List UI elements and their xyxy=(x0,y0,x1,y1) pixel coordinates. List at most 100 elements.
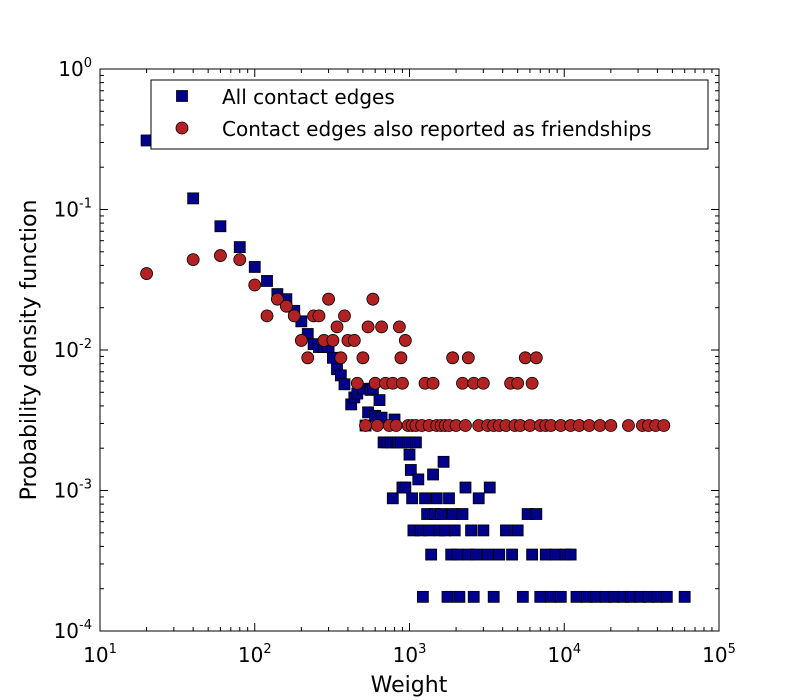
y-tick-label: 10-2 xyxy=(54,337,92,362)
x-tick-label: 102 xyxy=(238,642,272,667)
data-point-circle xyxy=(326,334,340,347)
data-point-circle xyxy=(233,253,247,266)
data-point-square xyxy=(530,508,543,520)
data-point-circle xyxy=(476,376,490,390)
data-point-square xyxy=(570,590,583,603)
data-point-square xyxy=(233,241,246,253)
data-point-circle xyxy=(518,351,532,365)
data-point-square xyxy=(248,261,261,273)
data-point-square xyxy=(443,492,455,505)
data-point-square xyxy=(373,394,386,406)
legend-box xyxy=(150,79,709,150)
data-point-square xyxy=(477,524,490,537)
data-point-circle xyxy=(214,249,227,262)
data-point-square xyxy=(545,590,557,603)
data-point-square xyxy=(526,548,539,561)
data-point-circle xyxy=(301,351,315,365)
data-point-square xyxy=(456,508,469,520)
data-point-square xyxy=(403,448,416,461)
y-tick-label: 10-4 xyxy=(54,618,92,643)
data-point-circle xyxy=(446,351,460,365)
data-point-circle xyxy=(140,267,153,280)
data-point-circle xyxy=(426,376,440,390)
data-point-square xyxy=(435,508,447,520)
data-point-circle xyxy=(356,351,370,365)
legend: All contact edges Contact edges also rep… xyxy=(150,79,709,150)
data-point-square xyxy=(549,548,562,561)
data-point-circle xyxy=(511,376,525,390)
legend-marker-square xyxy=(176,90,188,102)
data-point-circle xyxy=(396,376,409,390)
plot-points xyxy=(140,134,691,603)
data-point-square xyxy=(465,524,477,537)
data-point-square xyxy=(416,590,429,603)
data-point-square xyxy=(441,590,454,603)
x-tick-label: 105 xyxy=(702,642,736,667)
data-point-circle xyxy=(338,309,351,323)
data-point-square xyxy=(451,548,464,561)
data-point-square xyxy=(423,524,436,537)
data-point-square xyxy=(467,590,480,603)
data-point-circle xyxy=(279,299,293,313)
data-point-circle xyxy=(389,419,403,432)
data-point-circle xyxy=(322,292,335,306)
data-point-square xyxy=(399,481,412,494)
data-point-circle xyxy=(287,309,301,323)
data-point-circle xyxy=(398,334,412,347)
data-point-square xyxy=(516,590,529,603)
data-point-square xyxy=(448,524,461,537)
data-point-circle xyxy=(347,334,361,347)
x-axis-label: Weight xyxy=(371,673,448,698)
series-0 xyxy=(140,134,691,603)
data-point-square xyxy=(589,590,602,603)
data-point-circle xyxy=(459,419,472,432)
data-point-square xyxy=(404,464,417,476)
data-point-square xyxy=(554,590,567,603)
x-tick-label: 101 xyxy=(83,642,117,667)
data-point-circle xyxy=(370,419,384,432)
data-point-square xyxy=(338,378,351,391)
data-point-circle xyxy=(330,320,344,334)
data-point-circle xyxy=(312,309,326,323)
data-point-square xyxy=(487,590,500,603)
data-point-circle xyxy=(582,419,596,432)
data-point-circle xyxy=(248,278,262,292)
data-point-square xyxy=(140,134,153,147)
data-point-square xyxy=(437,455,450,468)
tick-labels: 101 102 103 104 105 10-4 10-3 10-2 10-1 100 xyxy=(54,56,736,667)
y-tick-label: 100 xyxy=(58,56,92,81)
data-point-square xyxy=(483,481,496,494)
data-point-circle xyxy=(604,419,618,432)
data-point-square xyxy=(493,548,506,561)
data-point-circle xyxy=(334,351,348,365)
data-point-circle xyxy=(622,419,635,432)
data-point-circle xyxy=(657,419,671,432)
data-point-square xyxy=(511,524,524,537)
data-point-square xyxy=(534,590,547,603)
data-point-circle xyxy=(350,376,364,390)
data-point-circle xyxy=(186,253,200,266)
data-point-circle xyxy=(461,351,475,365)
legend-marker-circle xyxy=(175,121,189,135)
data-point-circle xyxy=(361,320,375,334)
x-tick-label: 103 xyxy=(393,642,427,667)
data-point-square xyxy=(678,590,691,603)
data-point-square xyxy=(430,492,443,505)
data-point-circle xyxy=(525,376,539,390)
data-point-square xyxy=(459,481,472,494)
data-point-square xyxy=(386,492,399,505)
data-point-square xyxy=(425,548,438,561)
legend-label-friendship-edges: Contact edges also reported as friendshi… xyxy=(222,117,652,141)
data-point-circle xyxy=(375,320,388,334)
data-point-square xyxy=(472,492,485,505)
axis-ticks xyxy=(99,69,719,632)
data-point-circle xyxy=(394,351,408,365)
data-point-circle xyxy=(366,292,380,306)
data-point-circle xyxy=(294,334,308,347)
data-point-circle xyxy=(456,376,469,390)
data-point-square xyxy=(406,492,419,505)
data-point-square xyxy=(660,590,673,603)
data-point-square xyxy=(453,590,466,603)
data-point-square xyxy=(261,275,273,287)
